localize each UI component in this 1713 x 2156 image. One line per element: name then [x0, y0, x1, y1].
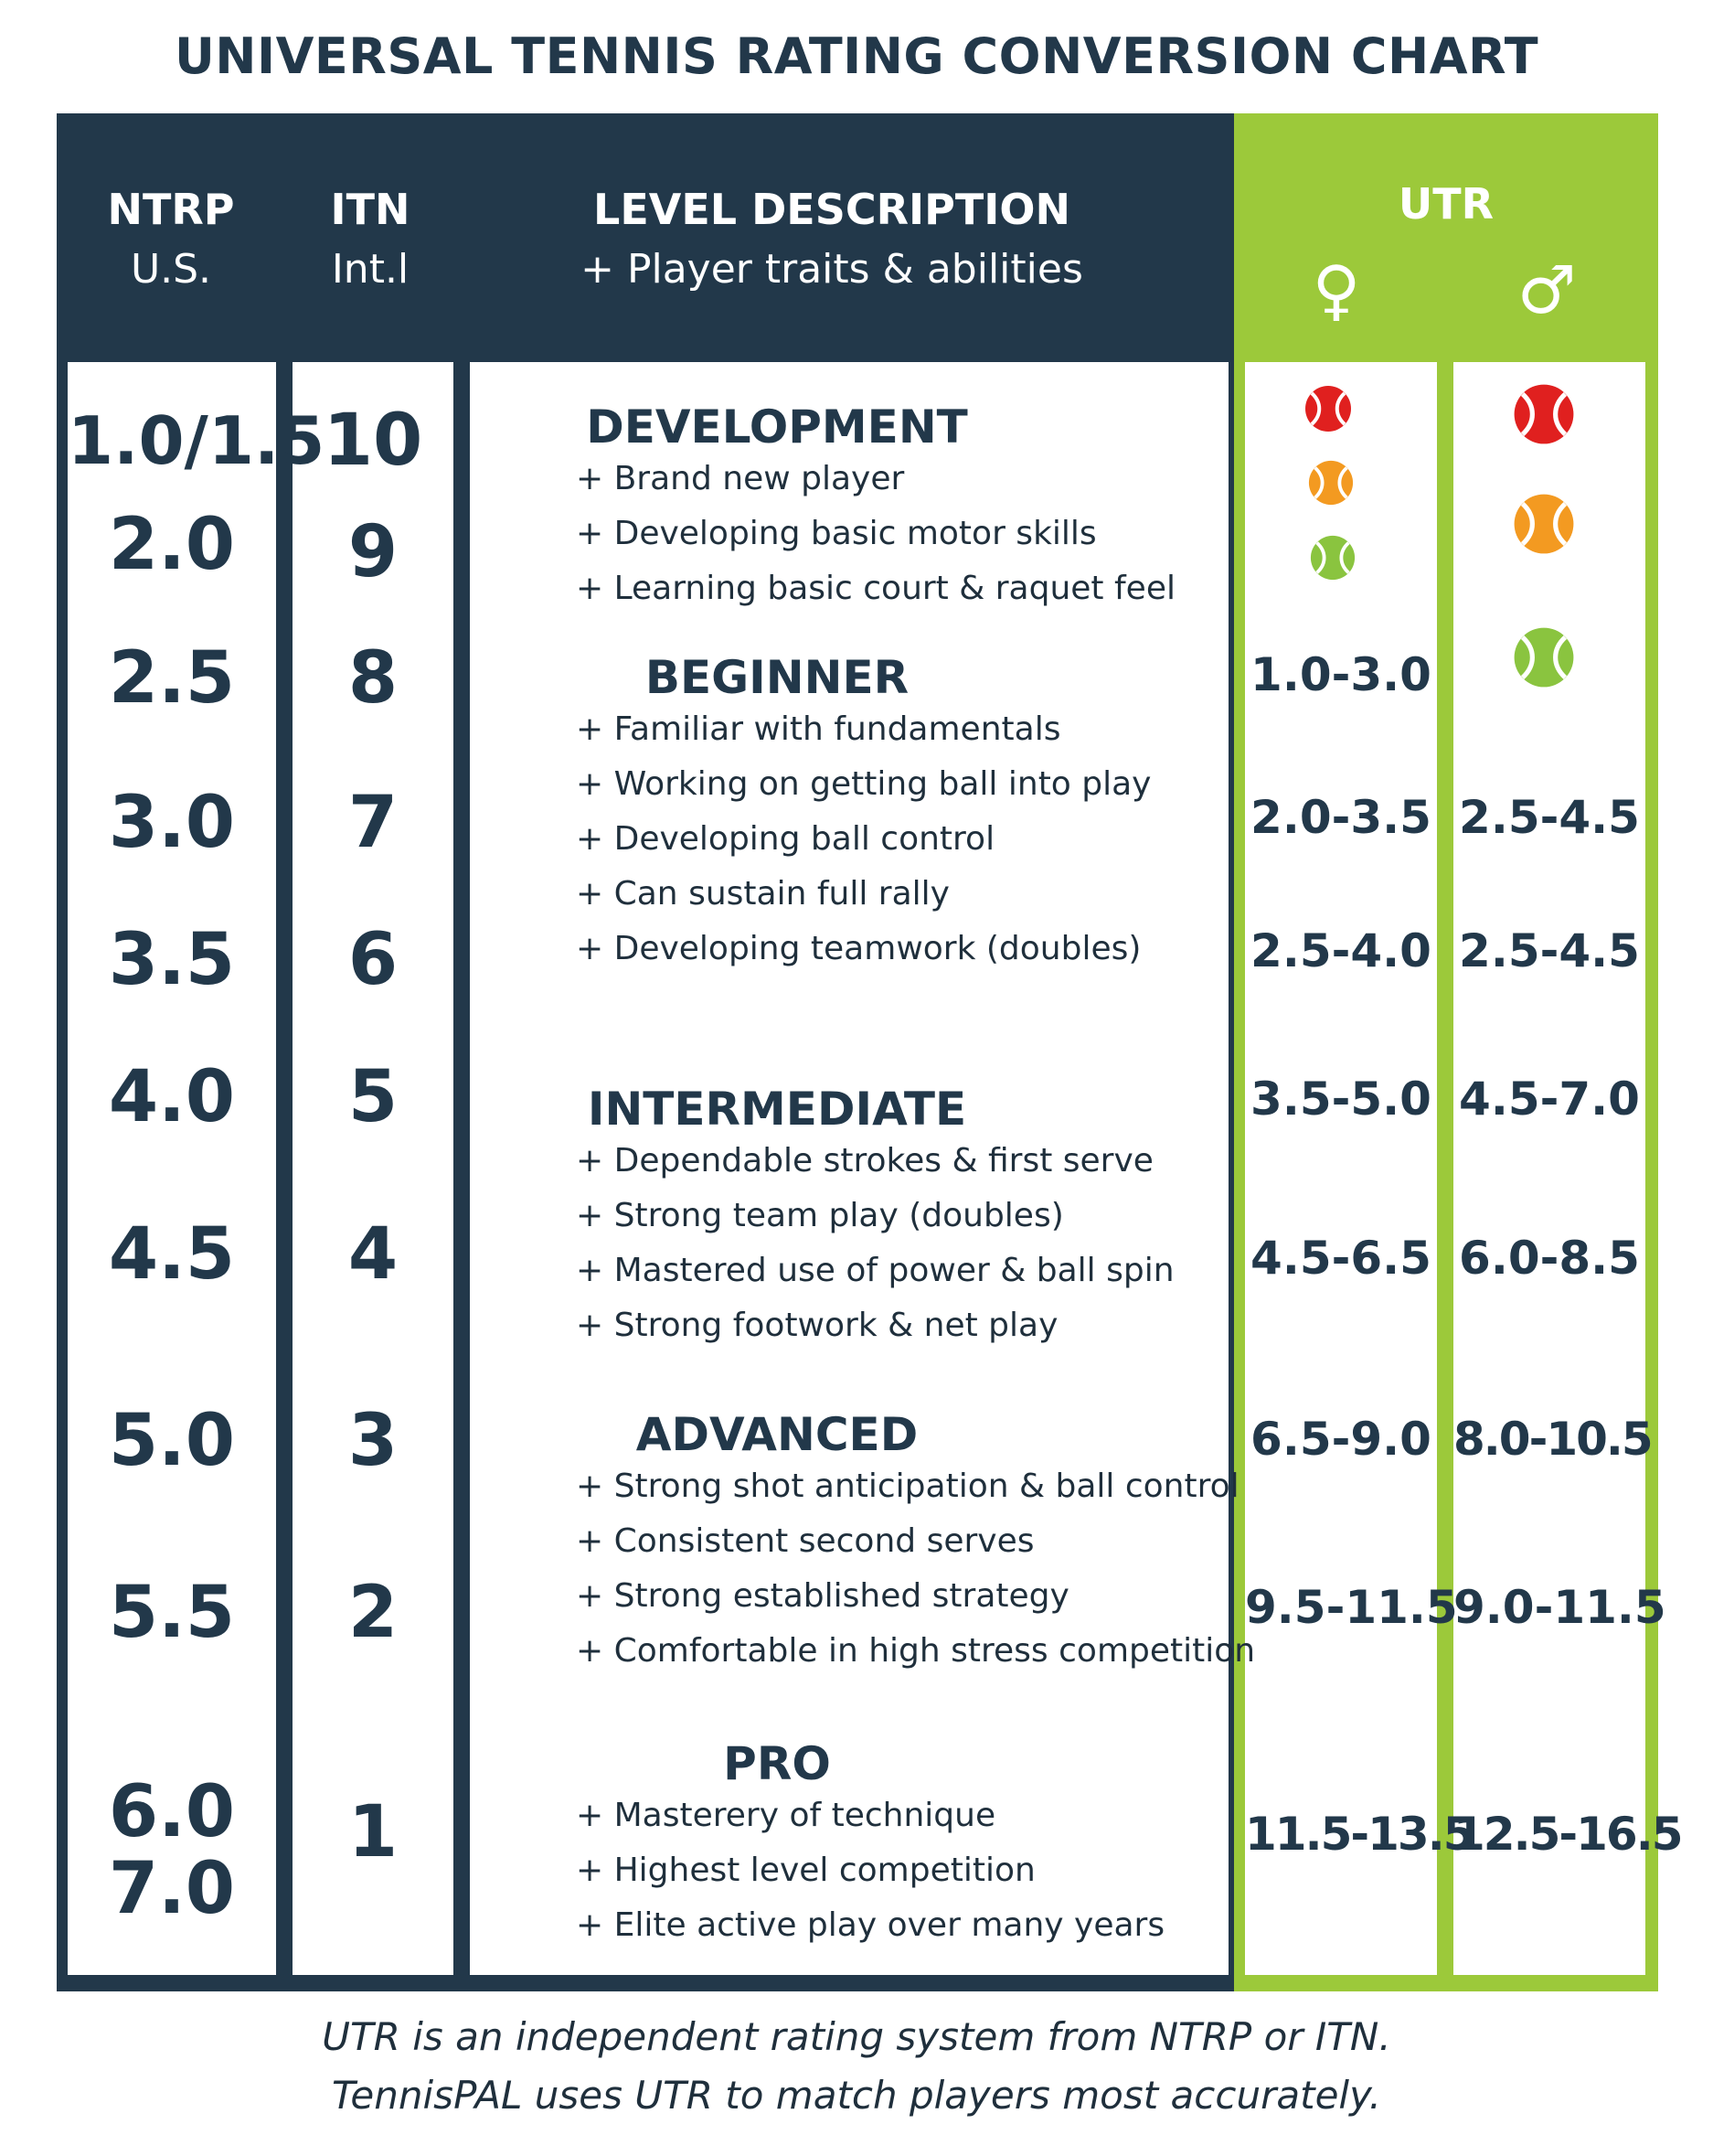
itn-value: 8 [347, 637, 399, 720]
level-column [470, 362, 1229, 1975]
utr-male-value: 6.0-8.5 [1459, 1232, 1640, 1285]
level-bullet: + Strong shot anticipation & ball contro… [576, 1468, 1240, 1505]
utr-female-value: 9.5-11.5 [1245, 1581, 1458, 1634]
utr-male-value: 2.5-4.5 [1459, 924, 1640, 977]
utr-female-value: 6.5-9.0 [1250, 1413, 1431, 1466]
itn-value: 10 [323, 400, 423, 482]
level-bullet: + Developing basic motor skills [576, 515, 1097, 552]
level-advanced: ADVANCED + Strong shot anticipation & ba… [475, 1410, 1256, 1679]
chart-title: UNIVERSAL TENNIS RATING CONVERSION CHART [174, 27, 1539, 85]
ntrp-value: 5.5 [108, 1572, 236, 1654]
ntrp-value: 2.0 [108, 504, 236, 586]
level-bullet: + Developing ball control [576, 820, 995, 858]
level-bullet: + Strong footwork & net play [576, 1307, 1059, 1344]
footnote: UTR is an independent rating system from… [0, 2008, 1713, 2125]
ntrp-value: 5.0 [108, 1400, 236, 1482]
ntrp-value: 7.0 [108, 1848, 236, 1930]
level-beginner: BEGINNER + Familiar with fundamentals + … [475, 653, 1152, 977]
red-ball-icon [1514, 384, 1574, 444]
female-symbol-icon: ♀ [1312, 251, 1361, 328]
red-ball-icon [1305, 386, 1351, 432]
ntrp-column [68, 362, 276, 1975]
level-title: BEGINNER [644, 651, 910, 704]
level-title: PRO [723, 1737, 831, 1790]
level-bullet: + Learning basic court & raquet feel [576, 570, 1176, 607]
level-pro: PRO + Masterery of technique + Highest l… [475, 1739, 1165, 1953]
level-bullet: + Dependable strokes & first serve [576, 1142, 1154, 1179]
level-bullet: + Masterery of technique [576, 1797, 996, 1834]
ntrp-header-line1: NTRP [107, 185, 235, 234]
itn-value: 4 [347, 1213, 399, 1296]
footnote-line1: UTR is an independent rating system from… [322, 2014, 1391, 2059]
level-header-line1: LEVEL DESCRIPTION [593, 185, 1070, 234]
ntrp-header: NTRP U.S. [84, 179, 258, 300]
level-bullet: + Familiar with fundamentals [576, 710, 1061, 748]
utr-male-value: 9.0-11.5 [1453, 1581, 1666, 1634]
utr-female-value: 3.5-5.0 [1250, 1073, 1431, 1126]
level-bullet: + Mastered use of power & ball spin [576, 1252, 1175, 1289]
level-bullet: + Can sustain full rally [576, 875, 950, 913]
level-bullet: + Elite active play over many years [576, 1906, 1165, 1944]
itn-value: 5 [347, 1056, 399, 1138]
level-title: DEVELOPMENT [586, 400, 968, 454]
itn-value: 9 [347, 511, 399, 593]
level-development: DEVELOPMENT + Brand new player + Develop… [475, 402, 1176, 616]
male-symbol-icon: ♂ [1516, 251, 1577, 328]
utr-male-column [1453, 362, 1645, 1975]
utr-male-value: 8.0-10.5 [1453, 1413, 1654, 1466]
level-title: ADVANCED [635, 1408, 919, 1461]
itn-column [293, 362, 453, 1975]
utr-female-value: 2.0-3.5 [1250, 791, 1431, 844]
utr-female-value: 1.0-3.0 [1250, 648, 1431, 701]
ntrp-value: 4.0 [108, 1056, 236, 1138]
level-bullet: + Highest level competition [576, 1852, 1036, 1889]
ntrp-value: 6.0 [108, 1771, 236, 1853]
itn-value: 1 [347, 1791, 399, 1873]
level-header-line2: + Player traits & abilities [580, 246, 1083, 293]
utr-female-value: 4.5-6.5 [1250, 1232, 1431, 1285]
level-bullet: + Developing teamwork (doubles) [576, 930, 1142, 967]
itn-value: 6 [347, 919, 399, 1001]
ntrp-header-line2: U.S. [130, 246, 212, 293]
green-ball-icon [1514, 627, 1574, 688]
ntrp-value: 3.5 [108, 919, 236, 1001]
itn-value: 3 [347, 1400, 399, 1482]
itn-header: ITN Int.l [293, 179, 448, 300]
level-header: LEVEL DESCRIPTION + Player traits & abil… [475, 179, 1188, 300]
orange-ball-icon [1514, 494, 1574, 554]
ntrp-value: 4.5 [108, 1213, 236, 1296]
ntrp-value: 1.0/1.5 [68, 402, 325, 479]
utr-male-value: 2.5-4.5 [1459, 791, 1640, 844]
itn-header-line1: ITN [330, 185, 410, 234]
level-bullet: + Comfortable in high stress competition [576, 1632, 1256, 1670]
level-title: INTERMEDIATE [587, 1083, 967, 1136]
level-bullet: + Brand new player [576, 460, 905, 497]
utr-male-value: 4.5-7.0 [1459, 1073, 1640, 1126]
orange-ball-icon [1308, 460, 1354, 506]
ntrp-value: 2.5 [108, 637, 236, 720]
level-bullet: + Consistent second serves [576, 1522, 1035, 1560]
utr-female-value: 2.5-4.0 [1250, 924, 1431, 977]
itn-header-line2: Int.l [331, 246, 410, 293]
level-bullet: + Strong team play (doubles) [576, 1197, 1064, 1234]
ntrp-value: 3.0 [108, 782, 236, 864]
utr-female-column [1245, 362, 1437, 1975]
level-intermediate: INTERMEDIATE + Dependable strokes & firs… [475, 1084, 1175, 1353]
utr-male-value: 12.5-16.5 [1453, 1808, 1683, 1861]
utr-header: UTR [1398, 179, 1495, 229]
itn-value: 7 [347, 782, 399, 864]
itn-value: 2 [347, 1572, 399, 1654]
footnote-line2: TennisPAL uses UTR to match players most… [331, 2073, 1382, 2118]
level-bullet: + Strong established strategy [576, 1577, 1069, 1615]
level-bullet: + Working on getting ball into play [576, 765, 1152, 803]
green-ball-icon [1310, 535, 1356, 581]
utr-female-value: 11.5-13.5 [1245, 1808, 1474, 1861]
